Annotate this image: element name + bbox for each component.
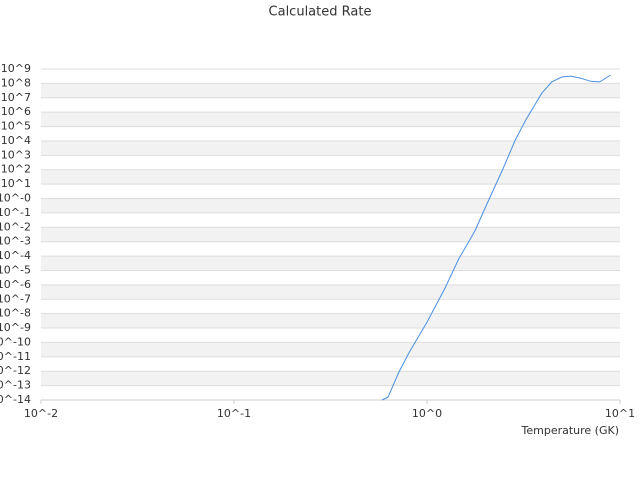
y-tick-label: 10^-12 <box>0 364 31 377</box>
grid-band <box>41 256 620 271</box>
grid-band <box>41 112 620 127</box>
y-tick-label: 10^-11 <box>0 350 31 363</box>
x-tick-label: 10^0 <box>412 407 442 420</box>
y-tick-label: 10^4 <box>1 134 31 147</box>
y-tick-label: 10^2 <box>1 163 31 176</box>
y-tick-label: 10^5 <box>1 120 31 133</box>
y-tick-label: 10^7 <box>1 91 31 104</box>
grid-band <box>41 227 620 242</box>
grid-band <box>41 140 620 156</box>
y-tick-label: 10^9 <box>1 62 31 75</box>
y-tick-label: 10^3 <box>1 148 31 161</box>
chart-title: Calculated Rate <box>269 5 372 20</box>
y-tick-label: 10^-9 <box>0 321 31 334</box>
y-tick-label: 10^8 <box>1 76 31 89</box>
x-tick-label: 10^-1 <box>217 407 251 420</box>
y-tick-label: 10^-1 <box>0 206 31 219</box>
x-axis-label: Temperature (GK) <box>521 424 620 437</box>
y-tick-label: 10^-13 <box>0 379 31 392</box>
y-tick-label: 10^-6 <box>0 278 31 291</box>
grid-band <box>41 342 620 357</box>
x-tick-label: 10^1 <box>605 407 635 420</box>
grid-band <box>41 83 620 98</box>
y-tick-label: 10^-14 <box>0 393 31 406</box>
y-tick-label: 10^-10 <box>0 335 31 348</box>
grid-band <box>41 371 620 386</box>
y-tick-label: 10^-4 <box>0 249 31 262</box>
grid-band <box>41 313 620 329</box>
y-tick-label: 10^-8 <box>0 307 31 320</box>
grid-band <box>41 198 620 213</box>
y-tick-label: 10^6 <box>1 105 31 118</box>
y-tick-label: 10^-3 <box>0 235 31 248</box>
y-tick-label: 10^-5 <box>0 263 31 276</box>
grid-band <box>41 169 620 185</box>
y-tick-label: 10^-7 <box>0 292 31 305</box>
x-tick-label: 10^-2 <box>24 407 58 420</box>
y-tick-label: 10^-2 <box>0 220 31 233</box>
y-tick-label: 10^-0 <box>0 192 31 205</box>
grid-band <box>41 284 620 300</box>
data-line <box>381 74 611 401</box>
y-tick-label: 10^1 <box>1 177 31 190</box>
